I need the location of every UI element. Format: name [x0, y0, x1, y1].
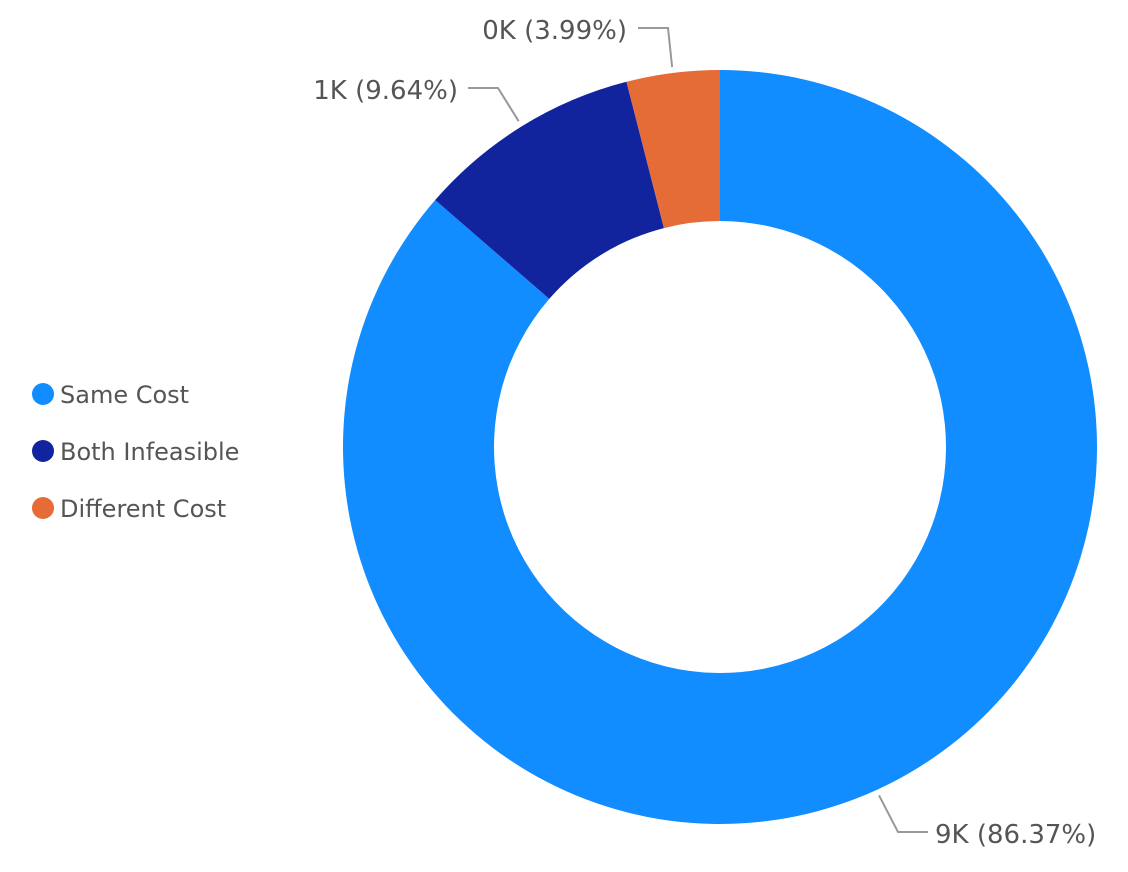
- donut-slices: [342, 70, 1097, 824]
- legend-marker-different-cost: [32, 497, 54, 519]
- leader-line-same-cost: [878, 794, 928, 833]
- leader-line-different-cost: [638, 27, 674, 68]
- data-label-same-cost: 9K (86.37%): [935, 820, 1096, 850]
- data-labels: 9K (86.37%) 1K (9.64%) 0K (3.99%): [313, 16, 1096, 850]
- data-label-both-infeasible: 1K (9.64%): [313, 76, 458, 106]
- legend-item-different-cost[interactable]: Different Cost: [32, 495, 226, 523]
- legend: Same Cost Both Infeasible Different Cost: [32, 381, 239, 523]
- legend-marker-both-infeasible: [32, 440, 54, 462]
- leader-lines: [468, 27, 928, 833]
- legend-item-same-cost[interactable]: Same Cost: [32, 381, 189, 409]
- slice-both-infeasible[interactable]: [435, 81, 664, 299]
- legend-label-same-cost: Same Cost: [60, 381, 189, 409]
- leader-line-both-infeasible: [468, 87, 520, 122]
- legend-item-both-infeasible[interactable]: Both Infeasible: [32, 438, 239, 466]
- slice-different-cost[interactable]: [626, 70, 720, 229]
- data-label-different-cost: 0K (3.99%): [482, 16, 627, 46]
- legend-marker-same-cost: [32, 383, 54, 405]
- legend-label-both-infeasible: Both Infeasible: [60, 438, 239, 466]
- slice-same-cost[interactable]: [342, 70, 1097, 824]
- legend-label-different-cost: Different Cost: [60, 495, 226, 523]
